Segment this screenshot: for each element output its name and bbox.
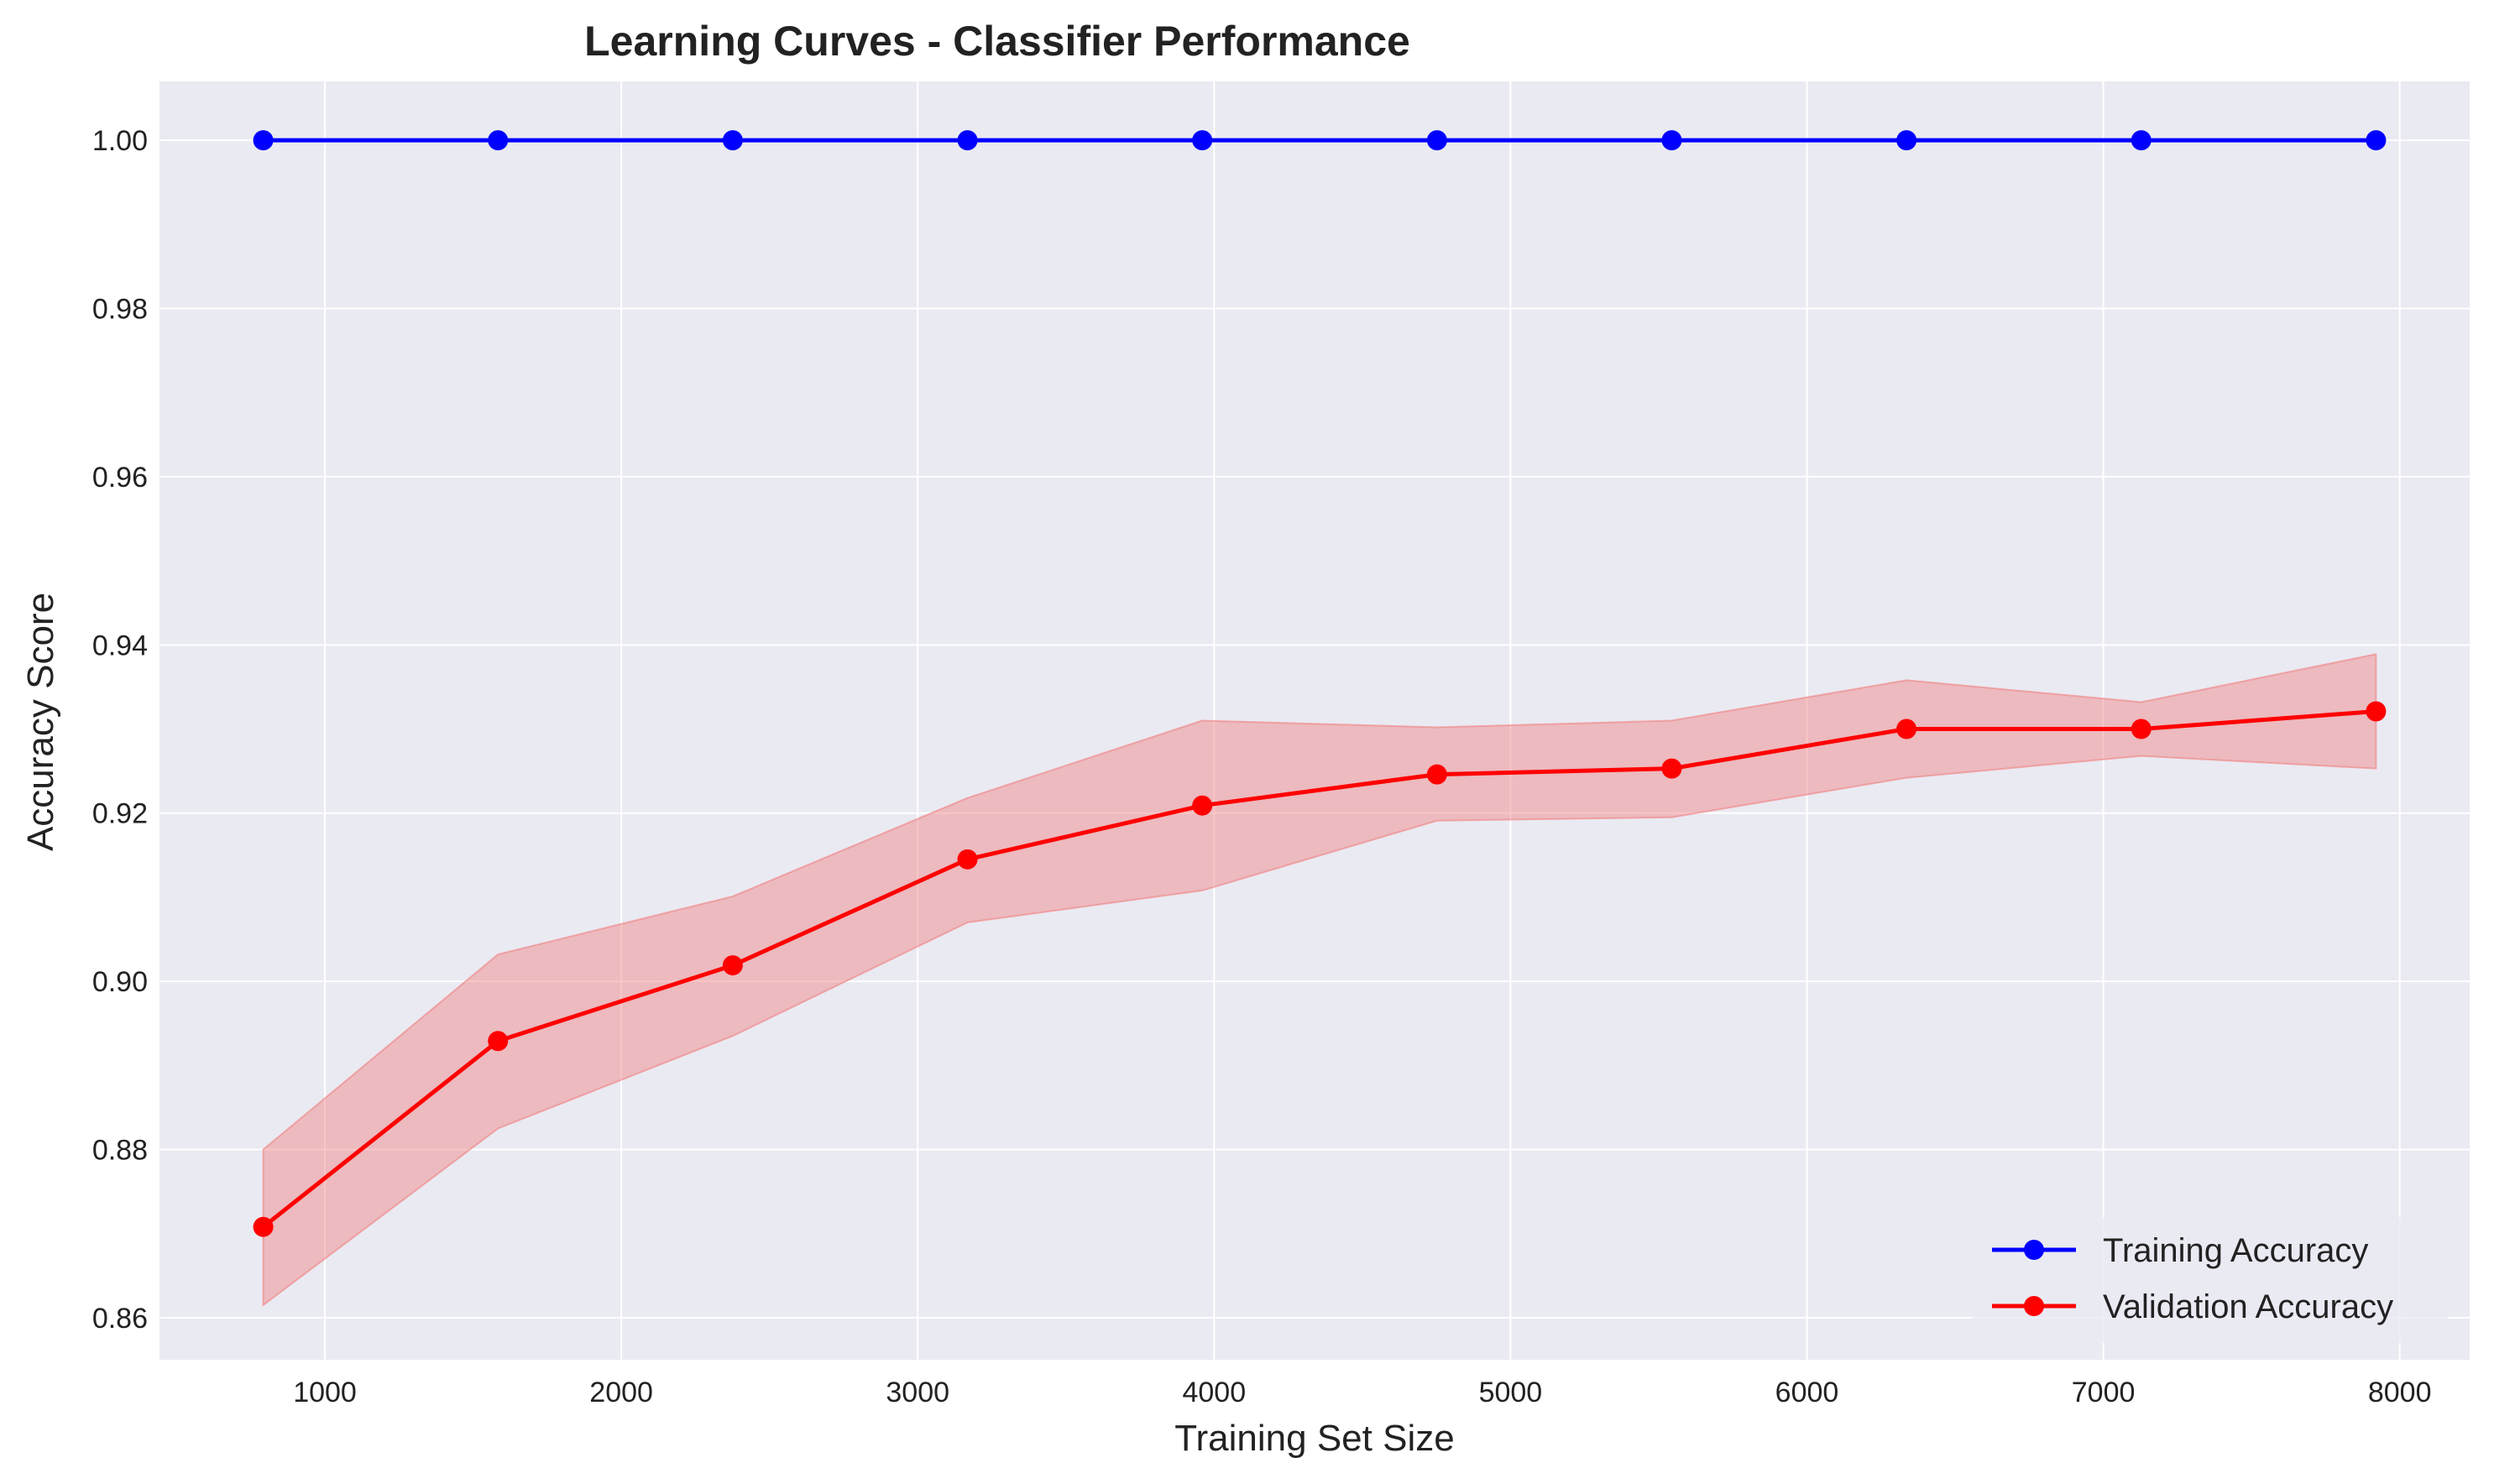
x-tick-label: 5000 xyxy=(1479,1377,1543,1408)
validation-accuracy-point xyxy=(957,849,978,870)
training-accuracy-point xyxy=(2131,130,2152,151)
training-accuracy-point xyxy=(957,130,978,151)
validation-accuracy-point xyxy=(488,1031,509,1052)
plot-area xyxy=(159,81,2470,1360)
legend-entry-training: Training Accuracy xyxy=(1992,1232,2368,1269)
training-accuracy-point xyxy=(488,130,509,151)
training-accuracy-point xyxy=(253,130,274,151)
training-accuracy-point xyxy=(1192,130,1213,151)
x-tick-label: 1000 xyxy=(293,1377,357,1408)
y-tick-label: 0.86 xyxy=(92,1303,148,1335)
y-tick-label: 1.00 xyxy=(92,125,148,157)
training-accuracy-point xyxy=(2366,130,2387,151)
y-tick-label: 0.96 xyxy=(92,462,148,494)
x-tick-label: 3000 xyxy=(886,1377,949,1408)
y-tick-label: 0.90 xyxy=(92,966,148,998)
validation-accuracy-point xyxy=(1426,764,1447,785)
training-accuracy-point xyxy=(1661,130,1682,151)
validation-accuracy-point xyxy=(2131,718,2152,739)
y-tick-label: 0.94 xyxy=(92,630,148,661)
y-tick-labels: 0.86 0.88 0.90 0.92 0.94 0.96 0.98 1.00 xyxy=(92,125,148,1335)
x-tick-label: 4000 xyxy=(1182,1377,1246,1408)
x-tick-label: 8000 xyxy=(2368,1377,2432,1408)
x-tick-labels: 1000 2000 3000 4000 5000 6000 7000 8000 xyxy=(293,1377,2431,1408)
validation-accuracy-point xyxy=(1661,758,1682,779)
validation-accuracy-point xyxy=(722,955,743,976)
legend: Training Accuracy Validation Accuracy xyxy=(1973,1217,2448,1343)
x-axis-label: Training Set Size xyxy=(1174,1418,1454,1459)
x-tick-label: 7000 xyxy=(2072,1377,2136,1408)
legend-validation-label: Validation Accuracy xyxy=(2103,1288,2393,1325)
training-accuracy-point xyxy=(722,130,743,151)
validation-accuracy-point xyxy=(1192,795,1213,816)
training-accuracy-point xyxy=(1896,130,1917,151)
series-markers xyxy=(253,130,2387,1237)
chart-title: Learning Curves - Classifier Performance xyxy=(584,18,1410,65)
x-tick-label: 2000 xyxy=(589,1377,653,1408)
validation-accuracy-point xyxy=(2366,701,2387,722)
x-tick-label: 6000 xyxy=(1775,1377,1839,1408)
training-accuracy-point xyxy=(1426,130,1447,151)
legend-training-label: Training Accuracy xyxy=(2103,1232,2368,1269)
y-axis-label: Accuracy Score xyxy=(20,593,61,851)
y-tick-label: 0.88 xyxy=(92,1135,148,1167)
validation-accuracy-point xyxy=(1896,718,1917,739)
y-tick-label: 0.98 xyxy=(92,294,148,326)
validation-accuracy-point xyxy=(253,1216,274,1237)
validation-accuracy-line xyxy=(262,708,2376,1229)
legend-validation-marker-swatch xyxy=(2024,1296,2044,1316)
series-lines xyxy=(262,138,2376,1229)
legend-entry-validation: Validation Accuracy xyxy=(1992,1288,2393,1325)
legend-frame xyxy=(1973,1217,2448,1343)
legend-training-marker-swatch xyxy=(2024,1240,2044,1260)
y-tick-label: 0.92 xyxy=(92,798,148,830)
